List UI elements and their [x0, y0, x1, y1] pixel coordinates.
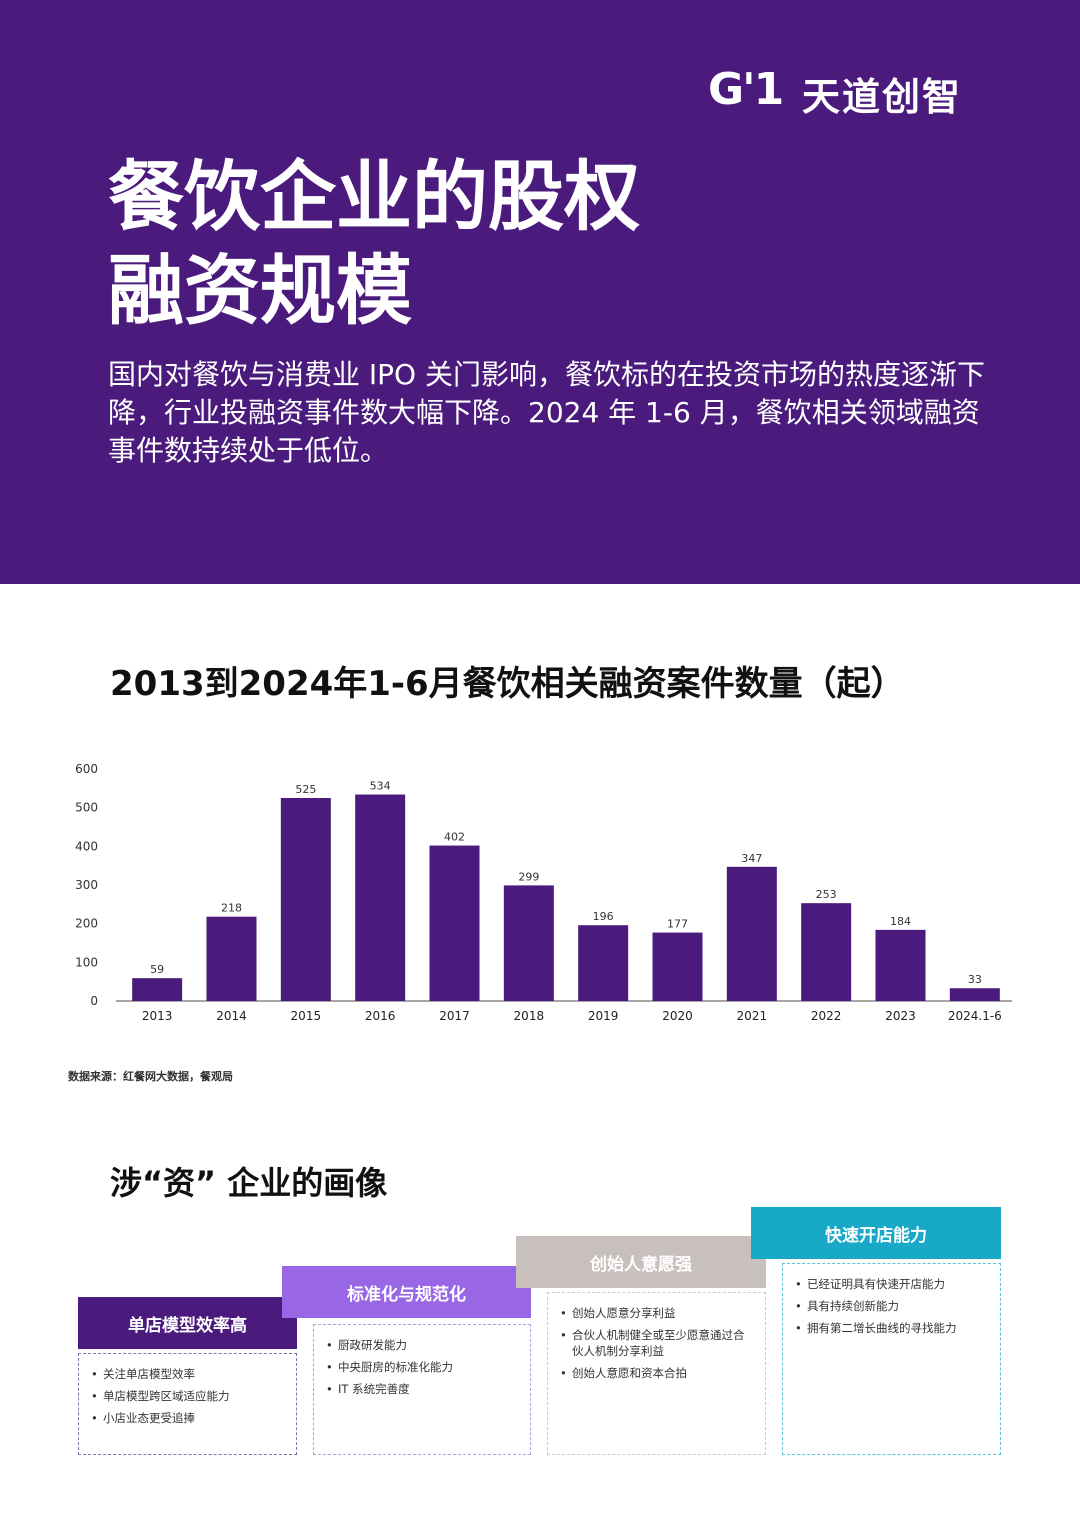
card-body: 创始人愿意分享利益合伙人机制健全或至少愿意通过合伙人机制分享利益创始人意愿和资本…: [547, 1292, 766, 1455]
x-tick-label: 2013: [142, 1009, 173, 1023]
card-list: 关注单店模型效率单店模型跨区域适应能力小店业态更受追捧: [91, 1366, 286, 1426]
x-tick-label: 2019: [588, 1009, 619, 1023]
card-header: 单店模型效率高: [78, 1297, 297, 1349]
card-header: 快速开店能力: [751, 1207, 1001, 1259]
card-list-item: 创始人意愿和资本合拍: [560, 1365, 755, 1381]
card-list-item: 已经证明具有快速开店能力: [795, 1276, 990, 1292]
page-title-line-1: 餐饮企业的股权: [108, 152, 640, 241]
y-tick-label: 600: [75, 762, 98, 776]
bar: [652, 932, 703, 1001]
page-title-line-2: 融资规模: [108, 246, 412, 335]
y-tick-label: 0: [90, 994, 98, 1008]
bar-chart-svg: 0 100 200 300 400 500 600 59 2013 218 2014 525 2015 5…: [75, 762, 1012, 1023]
bar-value-label: 534: [370, 780, 391, 793]
y-tick-label: 300: [75, 878, 98, 892]
bar-value-label: 196: [593, 910, 614, 923]
brand-mark: G'1: [708, 64, 784, 115]
card-list: 已经证明具有快速开店能力具有持续创新能力拥有第二增长曲线的寻找能力: [795, 1276, 990, 1336]
x-tick-label: 2014: [216, 1009, 247, 1023]
card-list: 厨政研发能力中央厨房的标准化能力 IT 系统完善度: [326, 1337, 520, 1397]
bar: [355, 794, 406, 1001]
bar-value-label: 177: [667, 918, 688, 931]
bar-value-label: 525: [295, 783, 316, 796]
bar-value-label: 402: [444, 831, 465, 844]
page-title: 餐饮企业的股权 融资规模: [108, 150, 748, 338]
bar-value-label: 253: [816, 888, 837, 901]
data-source-note: 数据来源：红餐网大数据，餐观局: [68, 1070, 233, 1083]
brand-name: 天道创智: [802, 75, 963, 119]
bar: [206, 916, 257, 1001]
card-list-item: 合伙人机制健全或至少愿意通过合伙人机制分享利益: [560, 1327, 755, 1359]
x-tick-label: 2016: [365, 1009, 396, 1023]
card-list-item: 单店模型跨区域适应能力: [91, 1388, 286, 1404]
card-body: 关注单店模型效率单店模型跨区域适应能力小店业态更受追捧: [78, 1353, 297, 1455]
x-tick-label: 2020: [662, 1009, 693, 1023]
bar: [132, 978, 183, 1001]
card-list-item: 厨政研发能力: [326, 1337, 520, 1353]
card-header: 创始人意愿强: [516, 1236, 766, 1288]
bar-value-label: 184: [890, 915, 911, 928]
bar: [726, 866, 777, 1001]
card-body: 已经证明具有快速开店能力具有持续创新能力拥有第二增长曲线的寻找能力: [782, 1263, 1001, 1455]
bar: [578, 925, 629, 1001]
x-tick-label: 2023: [885, 1009, 916, 1023]
bar: [801, 903, 852, 1001]
card-list-item: 小店业态更受追捧: [91, 1410, 286, 1426]
card-list-item: 中央厨房的标准化能力: [326, 1359, 520, 1375]
y-tick-label: 400: [75, 839, 98, 853]
bar-value-label: 59: [150, 963, 164, 976]
card-header: 标准化与规范化: [282, 1266, 531, 1318]
hero-description: 国内对餐饮与消费业 IPO 关门影响，餐饮标的在投资市场的热度逐渐下降，行业投融…: [108, 358, 985, 467]
card-body: 厨政研发能力中央厨房的标准化能力 IT 系统完善度: [313, 1324, 531, 1455]
x-tick-label: 2015: [291, 1009, 322, 1023]
card-list: 创始人愿意分享利益合伙人机制健全或至少愿意通过合伙人机制分享利益创始人意愿和资本…: [560, 1305, 755, 1381]
brand-logo: G'1 天道创智: [708, 62, 978, 122]
x-tick-label: 2022: [811, 1009, 842, 1023]
bar-value-label: 299: [518, 870, 539, 883]
hero-banner: G'1 天道创智 餐饮企业的股权 融资规模 国内对餐饮与消费业 IPO 关门影响…: [0, 0, 1080, 584]
x-tick-label: 2017: [439, 1009, 470, 1023]
card-list-item: IT 系统完善度: [326, 1381, 520, 1397]
bar-value-label: 33: [968, 973, 982, 986]
card-list-item: 拥有第二增长曲线的寻找能力: [795, 1320, 990, 1336]
chart-title: 2013到2024年1-6月餐饮相关融资案件数量（起）: [110, 664, 905, 704]
x-tick-label: 2018: [514, 1009, 545, 1023]
bar: [429, 845, 480, 1001]
card-list-item: 具有持续创新能力: [795, 1298, 990, 1314]
x-tick-label: 2021: [737, 1009, 768, 1023]
bar: [503, 885, 554, 1001]
section-title: 涉“资” 企业的画像: [110, 1164, 388, 1202]
bar-chart: 0 100 200 300 400 500 600 59 2013 218 2014 525 2015 5…: [60, 755, 1020, 1035]
bar-value-label: 347: [741, 852, 762, 865]
y-tick-label: 100: [75, 955, 98, 969]
card-list-item: 关注单店模型效率: [91, 1366, 286, 1382]
y-tick-label: 500: [75, 801, 98, 815]
x-tick-label: 2024.1-6: [948, 1009, 1002, 1023]
bar: [875, 929, 926, 1001]
bar: [280, 798, 331, 1001]
card-list-item: 创始人愿意分享利益: [560, 1305, 755, 1321]
bar: [949, 988, 1000, 1001]
y-tick-label: 200: [75, 917, 98, 931]
bar-value-label: 218: [221, 902, 242, 915]
